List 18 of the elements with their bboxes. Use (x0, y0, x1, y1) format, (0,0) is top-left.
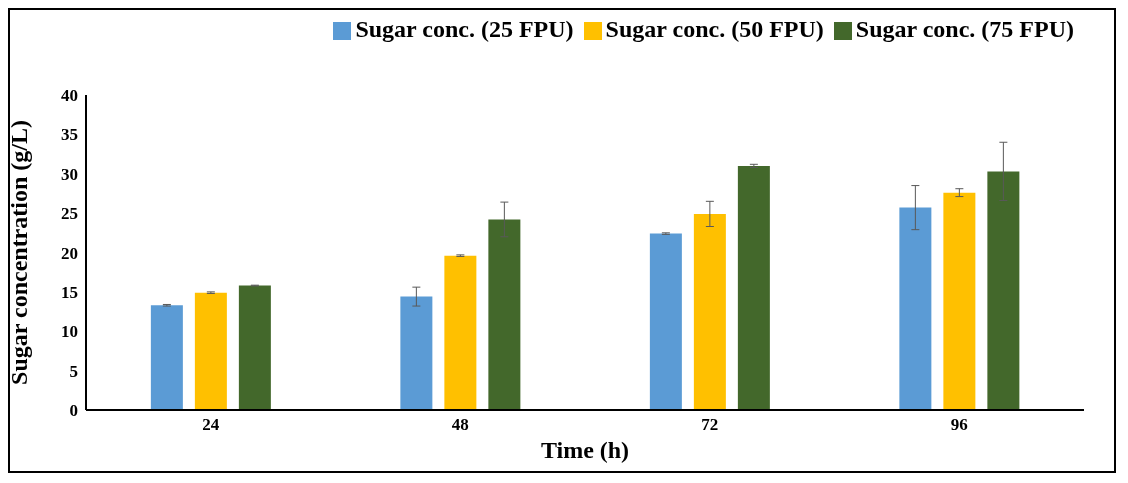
y-tick-label: 30 (61, 164, 78, 184)
y-tick-label: 5 (69, 361, 78, 381)
x-axis-title: Time (h) (540, 437, 630, 463)
y-tick-label: 0 (69, 401, 78, 421)
y-tick-label: 40 (61, 86, 78, 106)
y-tick-label: 25 (61, 204, 78, 224)
y-tick-label: 20 (61, 243, 78, 263)
x-tick-label: 48 (451, 415, 469, 435)
x-tick-label: 72 (701, 415, 719, 435)
legend-label: Sugar conc. (50 FPU) (605, 16, 824, 42)
y-tick-label: 15 (61, 282, 78, 302)
y-axis-title: Sugar concentration (g/L) (5, 120, 32, 385)
x-tick-label: 24 (202, 415, 220, 435)
y-tick-label: 10 (61, 322, 78, 342)
y-tick-label: 35 (61, 125, 78, 145)
x-tick-label: 96 (950, 415, 968, 435)
legend-label: Sugar conc. (75 FPU) (855, 16, 1074, 42)
legend-label: Sugar conc. (25 FPU) (355, 16, 574, 42)
